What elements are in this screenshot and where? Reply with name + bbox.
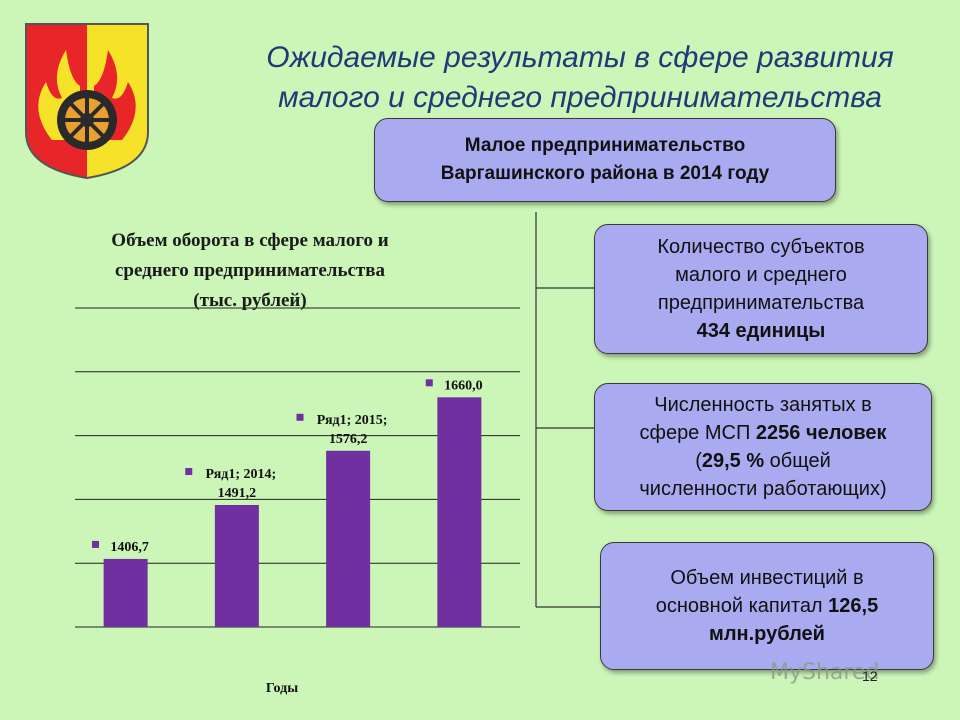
chart-data-label: 1406,7 [110,540,149,555]
district-header-line-2: Варгашинского района в 2014 году [440,163,770,184]
info-box-employment-line-4: численности работающих) [639,478,887,500]
chart-data-labels: 1406,7 Ряд1; 2014; 1491,2 Ряд1; 2015; 1576,2… [92,378,483,555]
coat-of-arms-icon [25,23,149,180]
chart-legend-key-icon [296,413,304,421]
info-box-employment-paren: ( [695,450,702,472]
chart-bar [214,505,259,627]
chart-title-line-2: среднего предпринимательства [114,260,386,281]
page-number: 12 [862,668,878,684]
chart-bar [437,397,482,627]
chart-gridlines [75,307,520,628]
chart-data-label: 1660,0 [444,378,483,393]
chart-legend-key-icon [92,540,100,548]
page-title: Ожидаемые результаты в сфере развития ма… [200,38,960,118]
info-box-employment-line-2: сфере МСП [639,422,756,444]
info-box-enterprises-value: 434 единицы [696,320,826,342]
chart-bars [103,397,482,627]
info-box-employment-percent: 29,5 % [701,450,765,472]
chart-data-label: Ряд1; 2014; [206,467,277,482]
chart-data-label: Ряд1; 2015; [317,413,388,428]
info-box-investment: Объем инвестиций в основной капитал 126,… [600,542,934,670]
chart-title-line-1: Объем оборота в сфере малого и [111,230,389,251]
info-box-employment-value: 2256 человек [755,422,887,444]
district-header-line-1: Малое предпринимательство [464,135,746,156]
chart-title: Объем оборота в сфере малого и среднего … [60,226,440,316]
info-box-investment-unit: млн.рублей [709,623,825,645]
chart-title-line-3: (тыс. рублей) [193,290,307,311]
chart-x-axis-label: Годы [266,681,298,696]
info-box-investment-value: 126,5 [828,595,879,617]
info-box-enterprises-line-3: предпринимательства [657,292,865,314]
info-box-employment-line-1: Численность занятых в [654,394,872,416]
district-header-box: Малое предпринимательство Варгашинского … [374,118,836,202]
page-title-line-2: малого и среднего предпринимательства [278,81,882,114]
watermark: MyShared [770,660,880,685]
info-box-enterprises-line-2: малого и среднего [675,264,847,286]
info-box-enterprises: Количество субъектов малого и среднего п… [594,224,928,354]
info-box-employment: Численность занятых в сфере МСП 2256 чел… [594,383,932,511]
info-box-enterprises-line-1: Количество субъектов [657,236,865,258]
info-box-investment-line-1: Объем инвестиций в [670,567,864,589]
chart-bar [103,558,148,627]
page-title-line-1: Ожидаемые результаты в сфере развития [266,41,894,74]
chart-data-label: 1576,2 [329,432,368,447]
chart-bar [326,450,371,627]
chart-data-label: 1491,2 [218,486,257,501]
info-box-employment-line-3: общей [764,450,831,472]
chart-legend-key-icon [185,468,193,476]
chart-legend-key-icon [425,379,433,387]
info-box-investment-line-2: основной капитал [655,595,829,617]
